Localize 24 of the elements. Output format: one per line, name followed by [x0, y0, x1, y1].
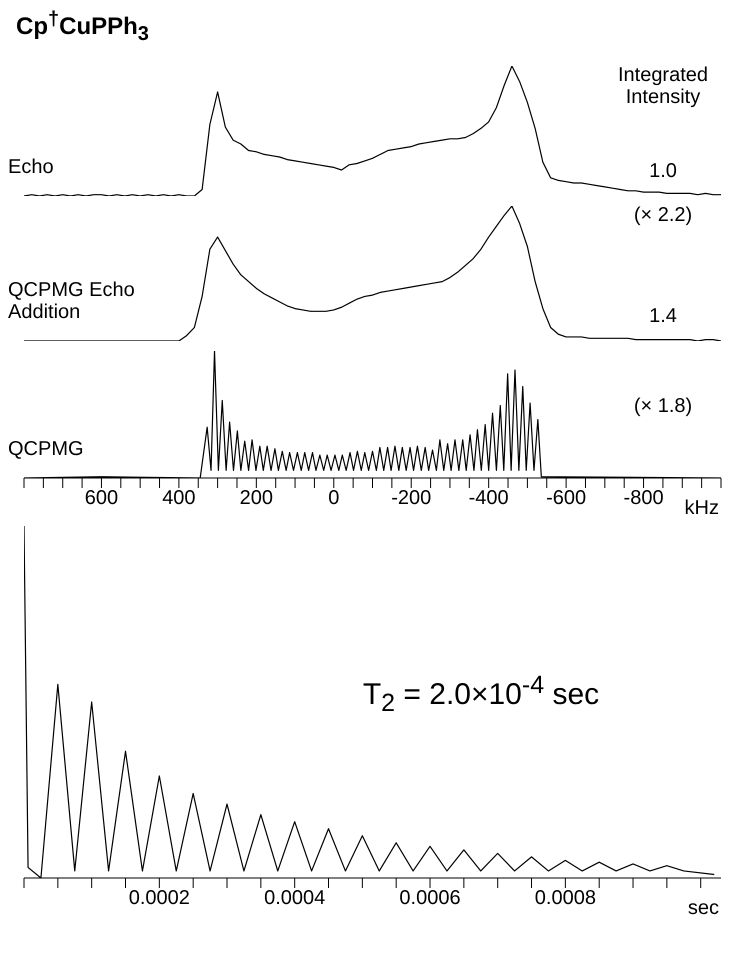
x-axis-title: sec: [688, 896, 719, 919]
series-label: Echo: [8, 156, 54, 178]
x-tick-label: -200: [391, 486, 432, 509]
x-tick-label: 0: [328, 486, 340, 509]
annotation: 1.0: [649, 160, 677, 182]
series-label: QCPMG: [8, 438, 84, 460]
x-tick-label: 0.0006: [399, 886, 461, 909]
annotation: (× 1.8): [634, 395, 692, 418]
x-tick-label: -800: [624, 486, 664, 509]
x-tick-label: 0.0004: [264, 886, 326, 909]
annotation: (× 2.2): [634, 204, 692, 226]
x-tick-label: 600: [84, 486, 118, 509]
x-axis-title: kHz: [684, 496, 719, 519]
x-tick-label: -400: [468, 486, 509, 509]
annotation: 1.4: [649, 304, 677, 327]
x-tick-label: -600: [546, 486, 586, 509]
chart-title: Cp$^{†}$CuPPh$_{3}$: [16, 8, 150, 46]
annotation: T$_{2}$ = 2.0×10$^{-4}$ sec: [362, 670, 600, 719]
x-tick-label: 200: [240, 486, 274, 509]
annotation: Integrated Intensity: [616, 64, 710, 108]
x-tick-label: 0.0002: [128, 886, 190, 909]
x-tick-label: 0.0008: [534, 886, 596, 909]
x-tick-label: 400: [162, 486, 196, 509]
series-label: QCPMG Echo Addition: [8, 278, 136, 323]
